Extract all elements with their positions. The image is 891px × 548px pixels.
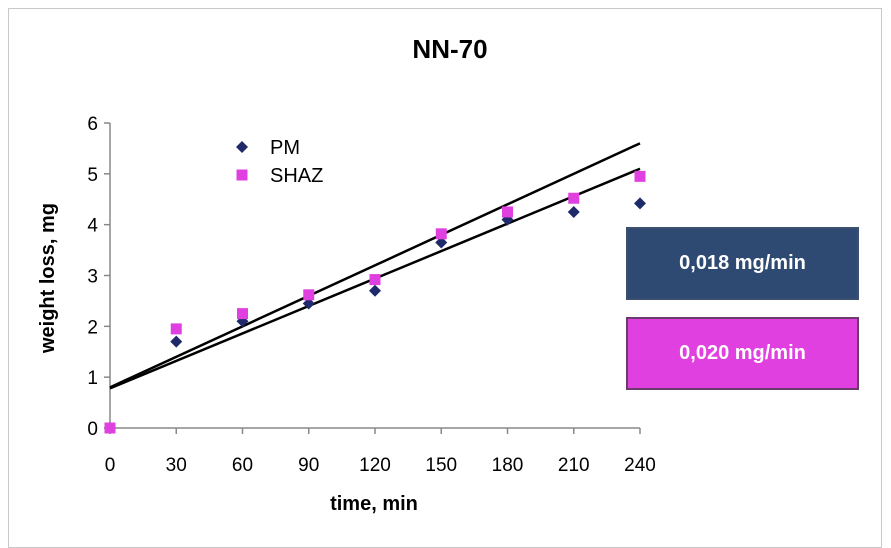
shaz-point: [170, 323, 182, 335]
shaz-point: [634, 170, 646, 182]
x-tick-label: 30: [166, 455, 187, 476]
y-tick-label: 0: [87, 419, 98, 440]
x-tick-label: 60: [232, 455, 253, 476]
x-tick-label: 210: [558, 455, 590, 476]
trendlines: [109, 142, 641, 390]
y-tick-label: 4: [87, 216, 98, 237]
y-tick-label: 5: [87, 165, 98, 186]
data-points: [104, 170, 646, 434]
pm-legend-label: PM: [270, 137, 300, 159]
pm-point: [302, 297, 315, 310]
pm-legend-marker: [236, 141, 248, 153]
x-tick-label: 180: [492, 455, 524, 476]
shaz-point: [369, 274, 381, 286]
shaz-legend-marker: [236, 169, 248, 181]
shaz-point: [435, 228, 447, 240]
pm-point: [634, 197, 646, 210]
shaz-point: [104, 422, 116, 434]
y-axis-label: weight loss, mg: [37, 203, 59, 354]
legend: PM SHAZ: [236, 137, 323, 187]
x-tick-label: 120: [359, 455, 391, 476]
shaz-rate-annotation: 0,020 mg/min: [626, 317, 859, 390]
pm-point: [369, 284, 381, 297]
pm-rate-annotation: 0,018 mg/min: [626, 227, 859, 300]
x-tick-label: 150: [425, 455, 457, 476]
shaz-point: [568, 192, 580, 204]
x-tick-label: 240: [624, 455, 656, 476]
y-tick-label: 6: [87, 114, 98, 135]
pm-point: [435, 236, 448, 249]
x-tick-label: 0: [105, 455, 116, 476]
shaz-legend-label: SHAZ: [270, 165, 323, 187]
y-tick-label: 3: [87, 267, 98, 288]
pm-point: [170, 335, 183, 348]
shaz-point: [502, 206, 513, 218]
shaz-point: [303, 289, 315, 301]
y-tick-label: 1: [87, 368, 98, 389]
pm-point: [567, 205, 580, 218]
shaz-trendline: [109, 142, 641, 389]
y-tick-label: 2: [87, 317, 98, 338]
x-axis-label: time, min: [330, 493, 418, 515]
shaz-point: [237, 308, 248, 320]
chart-title: NN-70: [412, 34, 487, 64]
x-tick-label: 90: [298, 455, 319, 476]
